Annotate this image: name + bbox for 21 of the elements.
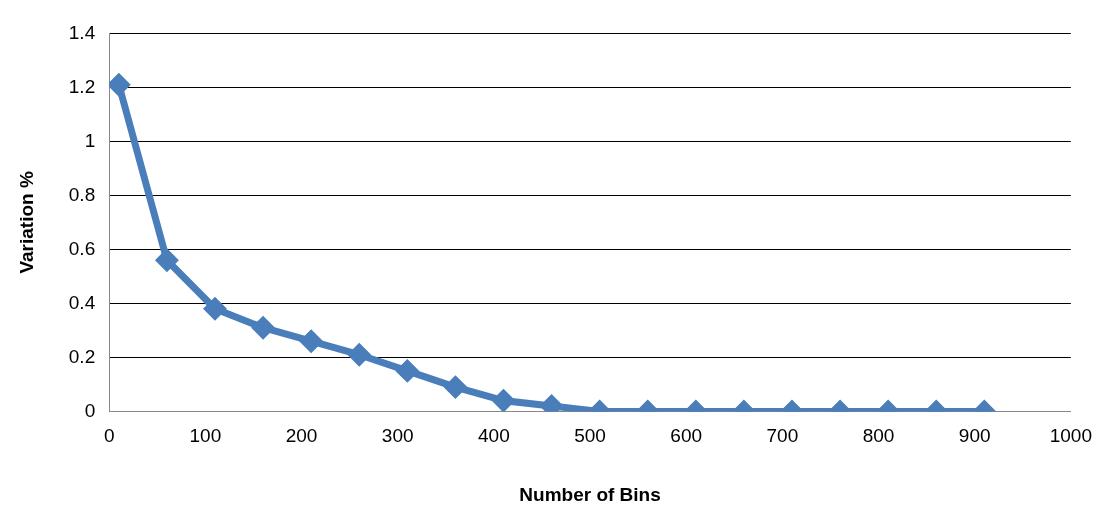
y-tick-label: 0 <box>84 399 96 421</box>
x-tick-label: 900 <box>958 425 991 447</box>
y-tick-label: 0.6 <box>68 237 96 259</box>
y-tick-label: 0.8 <box>68 183 96 205</box>
y-tick-label: 1 <box>84 129 96 151</box>
y-tick-label: 0.2 <box>68 345 96 367</box>
y-axis-title: Variation % <box>15 171 37 274</box>
x-tick-label: 200 <box>285 425 318 447</box>
y-tick-label: 1.4 <box>68 21 96 43</box>
x-tick-label: 800 <box>862 425 895 447</box>
y-tick-label: 0.4 <box>68 291 96 313</box>
x-axis-title: Number of Bins <box>519 483 661 505</box>
x-tick-label: 1000 <box>1049 425 1093 447</box>
x-tick-label: 500 <box>574 425 606 447</box>
x-tick-label: 0 <box>103 425 115 447</box>
x-tick-label: 400 <box>478 425 510 447</box>
x-tick-label: 300 <box>381 425 414 447</box>
x-tick-label: 700 <box>766 425 799 447</box>
y-tick-label: 1.2 <box>68 75 96 97</box>
x-tick-label: 600 <box>670 425 703 447</box>
x-tick-label: 100 <box>189 425 222 447</box>
